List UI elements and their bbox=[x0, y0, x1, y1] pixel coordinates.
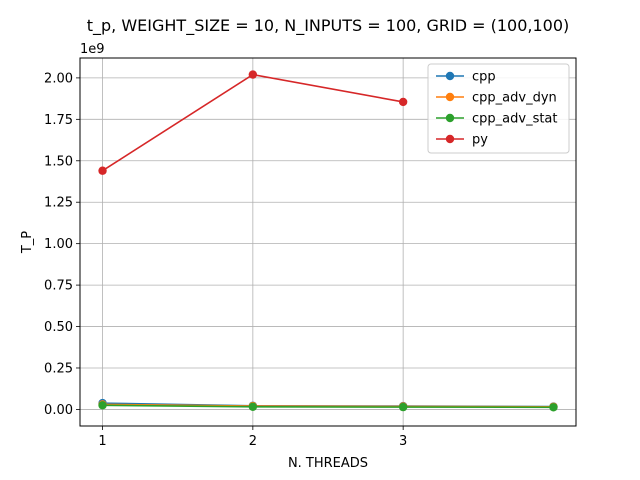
x-tick-label: 2 bbox=[249, 434, 257, 449]
legend-label: py bbox=[472, 133, 488, 148]
y-axis: 0.00 0.25 0.50 0.75 1.00 1.25 1.50 1.75 2.00 bbox=[44, 71, 80, 418]
y-tick-label: 1.50 bbox=[44, 154, 73, 169]
legend-label: cpp bbox=[472, 70, 496, 85]
legend-marker bbox=[445, 113, 455, 123]
y-tick-label: 1.75 bbox=[44, 113, 73, 128]
y-tick-label: 0.00 bbox=[44, 403, 73, 418]
y-tick-label: 0.75 bbox=[44, 279, 73, 294]
series-py bbox=[98, 70, 408, 175]
series-layer bbox=[98, 70, 558, 412]
legend-box bbox=[427, 63, 570, 154]
legend-item: cpp_adv_stat bbox=[436, 112, 558, 127]
data-point bbox=[98, 166, 107, 175]
legend-marker bbox=[445, 71, 455, 81]
plot-frame bbox=[79, 57, 577, 427]
x-tick-label: 3 bbox=[399, 434, 407, 449]
x-axis: 1 2 3 bbox=[98, 426, 407, 449]
legend-item: cpp bbox=[436, 70, 496, 85]
y-offset-label: 1e9 bbox=[80, 42, 105, 57]
x-tick-label: 1 bbox=[98, 434, 106, 449]
legend-label: cpp_adv_dyn bbox=[472, 91, 557, 106]
y-tick-label: 1.00 bbox=[44, 237, 73, 252]
legend-marker bbox=[445, 92, 455, 102]
data-point bbox=[98, 401, 107, 410]
legend-item: cpp_adv_dyn bbox=[436, 91, 557, 106]
y-tick-label: 0.25 bbox=[44, 361, 73, 376]
series-cpp_adv_stat bbox=[98, 401, 558, 412]
data-point bbox=[248, 70, 258, 79]
legend-label: cpp_adv_stat bbox=[472, 112, 558, 127]
y-axis-label: T_P bbox=[20, 231, 35, 254]
y-tick-label: 2.00 bbox=[44, 71, 73, 86]
x-axis-label: N. THREADS bbox=[288, 456, 368, 471]
chart-title: t_p, WEIGHT_SIZE = 10, N_INPUTS = 100, G… bbox=[87, 16, 570, 36]
y-tick-label: 0.50 bbox=[44, 320, 73, 335]
legend-marker bbox=[445, 134, 455, 144]
data-point bbox=[549, 403, 558, 412]
data-point bbox=[398, 402, 408, 412]
legend-item: py bbox=[436, 133, 488, 148]
series-line bbox=[102, 404, 554, 409]
data-point bbox=[398, 97, 408, 107]
data-point bbox=[248, 402, 258, 411]
grid bbox=[80, 58, 576, 426]
y-tick-label: 1.25 bbox=[44, 196, 73, 211]
